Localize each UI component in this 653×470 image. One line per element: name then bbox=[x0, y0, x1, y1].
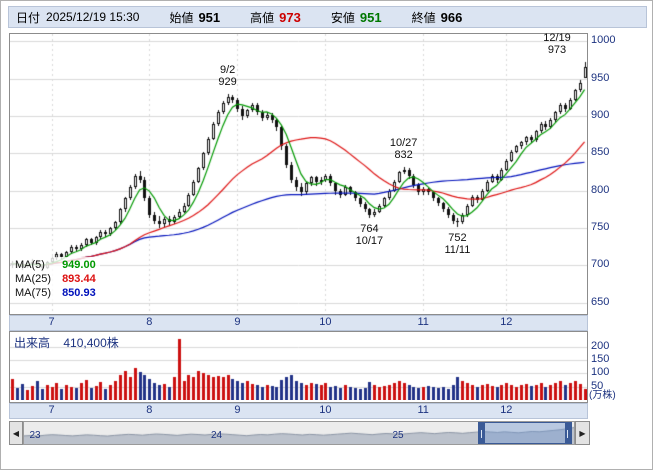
price-tick-label: 750 bbox=[591, 221, 610, 234]
ma75-value: 850.93 bbox=[62, 287, 96, 299]
month-tick-label: 10 bbox=[319, 404, 332, 416]
month-tick-label: 9 bbox=[234, 316, 241, 328]
chart-annotation: 752 11/11 bbox=[444, 231, 471, 256]
navigator-year-label: 25 bbox=[392, 430, 404, 441]
month-tick-label: 8 bbox=[146, 316, 153, 328]
navigator-right-handle[interactable] bbox=[565, 423, 572, 443]
month-tick-label: 11 bbox=[417, 316, 429, 328]
high-label: 高値 bbox=[250, 10, 275, 25]
volume-tick-label: 100 bbox=[591, 366, 610, 379]
month-tick-label: 7 bbox=[48, 316, 55, 328]
navigator-year-label: 24 bbox=[211, 430, 223, 441]
ma75-label: MA(75) bbox=[15, 287, 52, 299]
volume-panel bbox=[9, 331, 588, 403]
navigator-scroll-left-button[interactable]: ◀ bbox=[9, 421, 23, 445]
month-tick-label: 9 bbox=[234, 404, 241, 416]
navigator-scroll-right-button[interactable]: ▶ bbox=[575, 421, 590, 445]
month-tick-label: 11 bbox=[417, 404, 429, 416]
ma75-legend-row: MA(75) 850.93 bbox=[15, 286, 96, 300]
ma-legend: MA(5) 949.00 MA(25) 893.44 MA(75) 850.93 bbox=[11, 257, 100, 301]
navigator-selection-window[interactable] bbox=[477, 422, 573, 444]
month-axis-price bbox=[9, 315, 588, 331]
volume-tick-label: 150 bbox=[591, 353, 610, 365]
price-chart-panel bbox=[9, 33, 588, 315]
ma5-legend-row: MA(5) 949.00 bbox=[15, 258, 96, 272]
open-value: 951 bbox=[198, 9, 221, 25]
price-tick-label: 1000 bbox=[591, 34, 616, 47]
chart-annotation: 10/27 832 bbox=[389, 136, 418, 161]
navigator-year-label: 23 bbox=[29, 430, 41, 441]
date-value: 2025/12/19 15:30 bbox=[46, 10, 140, 24]
low-label: 安値 bbox=[330, 10, 355, 25]
navigator-left-handle[interactable] bbox=[478, 423, 485, 443]
volume-unit-label: (万株) bbox=[589, 390, 616, 401]
high-value: 973 bbox=[279, 9, 301, 25]
chart-annotation: 764 10/17 bbox=[355, 222, 384, 247]
price-tick-label: 900 bbox=[591, 109, 610, 122]
month-tick-label: 12 bbox=[500, 404, 513, 416]
ma25-value: 893.44 bbox=[62, 273, 96, 285]
volume-label: 出来高 bbox=[14, 336, 51, 350]
close-value: 966 bbox=[440, 9, 463, 25]
ma25-legend-row: MA(25) 893.44 bbox=[15, 272, 96, 286]
volume-tick-label: 50 bbox=[591, 379, 604, 392]
navigator-sparkline-canvas bbox=[24, 422, 574, 444]
price-tick-label: 800 bbox=[591, 183, 610, 196]
ma5-value: 949.00 bbox=[62, 259, 96, 271]
candlestick-chart-canvas bbox=[10, 34, 587, 314]
date-label: 日付 bbox=[16, 10, 41, 25]
navigator-track[interactable]: 23 24 25 bbox=[23, 421, 575, 445]
ma5-label: MA(5) bbox=[15, 259, 45, 271]
volume-value: 410,400株 bbox=[63, 336, 119, 350]
month-tick-label: 7 bbox=[48, 404, 55, 416]
price-tick-label: 850 bbox=[591, 146, 610, 159]
volume-title: 出来高 410,400株 bbox=[14, 334, 119, 351]
low-value: 951 bbox=[359, 9, 382, 25]
open-label: 始値 bbox=[169, 10, 194, 25]
price-tick-label: 650 bbox=[591, 295, 610, 308]
chart-annotation: 12/19 973 bbox=[543, 31, 571, 56]
volume-chart-canvas bbox=[10, 332, 587, 400]
price-tick-label: 950 bbox=[591, 71, 610, 84]
month-tick-label: 10 bbox=[319, 316, 332, 328]
ma25-label: MA(25) bbox=[15, 273, 52, 285]
month-tick-label: 8 bbox=[146, 404, 153, 416]
price-tick-label: 700 bbox=[591, 258, 610, 271]
quote-header: 日付 2025/12/19 15:30 始値 951 高値 973 安値 951… bbox=[8, 6, 647, 28]
volume-tick-label: 200 bbox=[591, 339, 610, 352]
chart-annotation: 9/2 929 bbox=[218, 64, 237, 89]
close-label: 終値 bbox=[411, 10, 436, 25]
month-axis-volume bbox=[9, 403, 588, 419]
month-tick-label: 12 bbox=[500, 316, 513, 328]
